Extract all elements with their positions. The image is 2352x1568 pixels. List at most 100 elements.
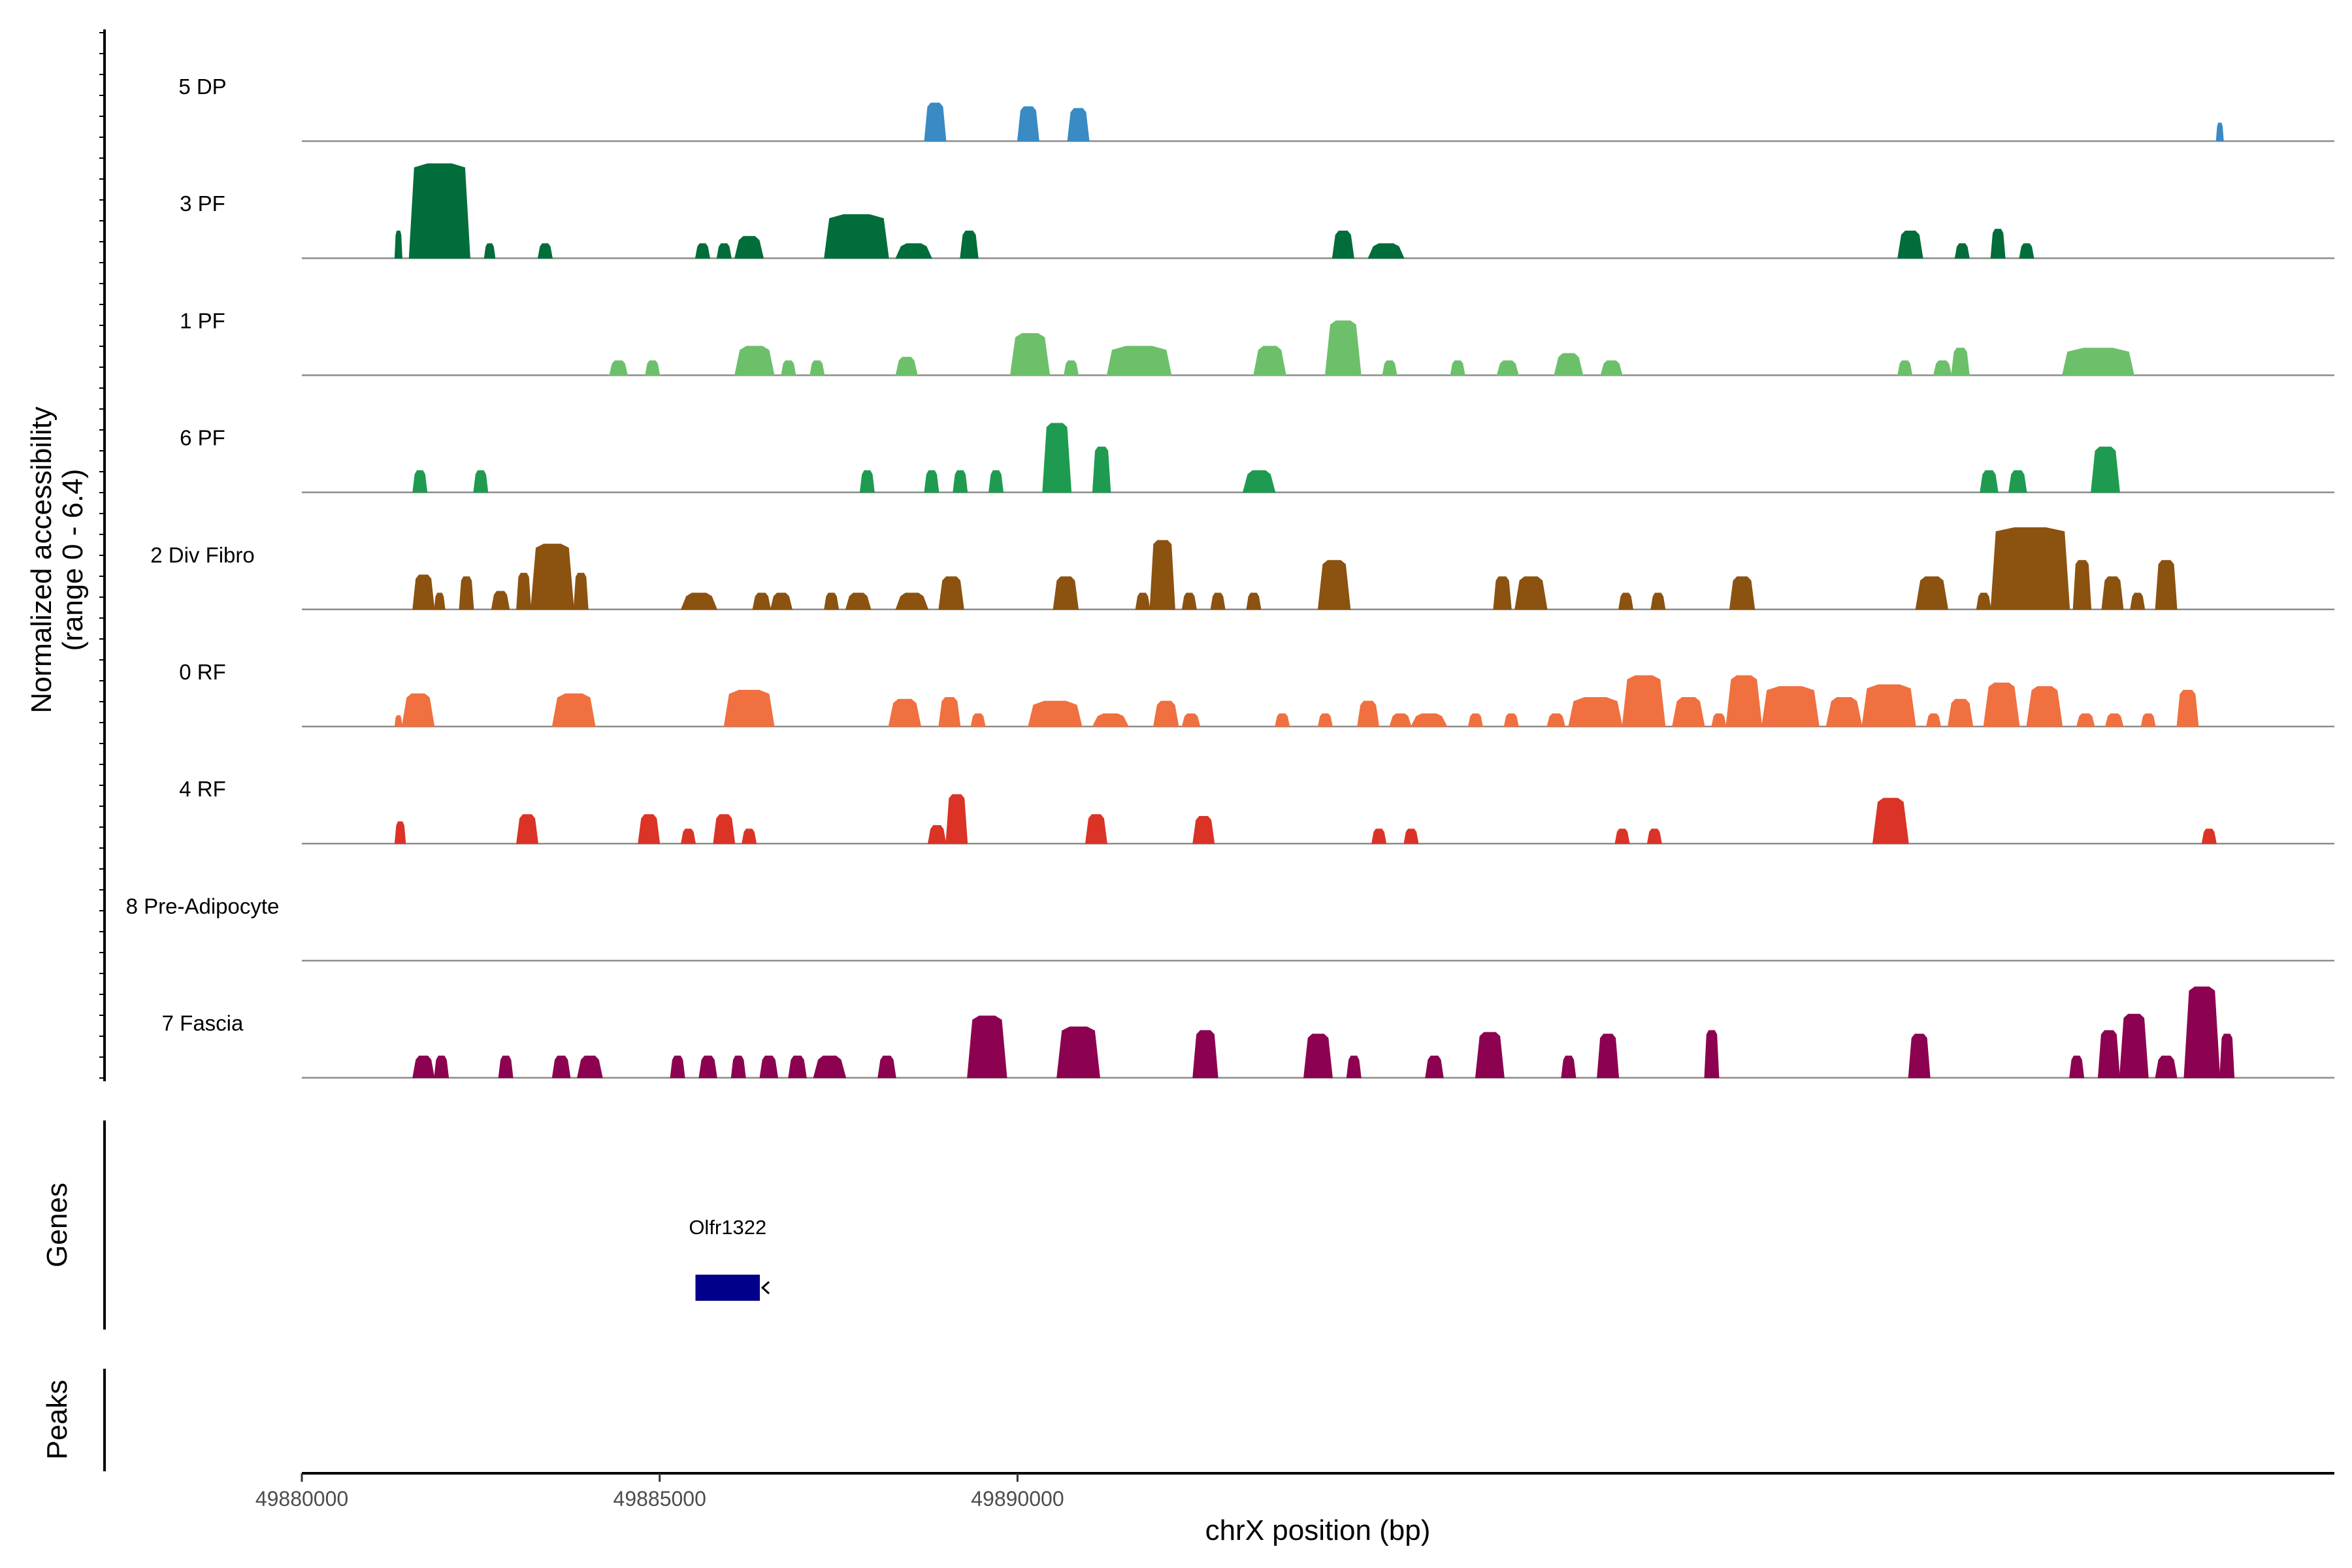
coverage-peak bbox=[1357, 700, 1380, 727]
track-label: 1 PF bbox=[180, 308, 225, 333]
coverage-peak bbox=[813, 1055, 847, 1079]
coverage-peak bbox=[670, 1055, 685, 1079]
coverage-peak bbox=[2101, 576, 2124, 610]
coverage-peak bbox=[1568, 697, 1623, 727]
coverage-peak bbox=[2019, 243, 2034, 259]
coverage-peak bbox=[1503, 713, 1519, 727]
coverage-peak bbox=[759, 1055, 779, 1079]
coverage-peak bbox=[938, 697, 961, 727]
track: 4 RF bbox=[179, 777, 2334, 845]
coverage-peak bbox=[1622, 675, 1666, 727]
coverage-peak bbox=[491, 591, 510, 610]
coverage-peak bbox=[2130, 593, 2146, 610]
track: 1 PF bbox=[180, 308, 2334, 376]
coverage-peak bbox=[1092, 446, 1111, 493]
coverage-peak bbox=[1561, 1055, 1576, 1079]
coverage-peak bbox=[1346, 1055, 1362, 1079]
strand-arrow-icon bbox=[760, 1281, 770, 1295]
coverage-peak bbox=[1053, 576, 1079, 610]
coverage-peak bbox=[1761, 686, 1820, 727]
coverage-peak bbox=[1951, 348, 1970, 376]
coverage-peak bbox=[645, 360, 661, 376]
track-label: 5 DP bbox=[178, 74, 226, 99]
coverage-peak bbox=[1450, 360, 1465, 376]
coverage-peak bbox=[1181, 593, 1197, 610]
coverage-peak bbox=[698, 1055, 717, 1079]
coverage-peak bbox=[2008, 470, 2027, 493]
coverage-peak bbox=[1600, 360, 1623, 376]
coverage-peak bbox=[1192, 816, 1215, 844]
coverage-peak bbox=[1976, 593, 1991, 610]
coverage-peak bbox=[1067, 108, 1090, 142]
coverage-peak bbox=[694, 243, 711, 259]
coverage-peak bbox=[408, 163, 470, 259]
coverage-peak bbox=[730, 1055, 746, 1079]
coverage-peak bbox=[573, 572, 589, 610]
coverage-peak bbox=[609, 360, 629, 376]
coverage-peak bbox=[1915, 576, 1949, 610]
coverage-peak bbox=[809, 360, 825, 376]
coverage-peak bbox=[401, 693, 435, 727]
coverage-peak bbox=[537, 243, 553, 259]
coverage-peak bbox=[1425, 1055, 1444, 1079]
coverage-peak bbox=[1331, 231, 1354, 259]
coverage-peak bbox=[1063, 360, 1079, 376]
coverage-peak bbox=[2119, 1013, 2149, 1079]
track: 3 PF bbox=[180, 163, 2334, 259]
gene-body bbox=[695, 1275, 760, 1301]
peaks-panel-title: Peaks bbox=[41, 1380, 73, 1460]
y-axis-title-line1: Normalized accessibility bbox=[25, 406, 57, 713]
coverage-peak bbox=[895, 593, 929, 610]
coverage-peak bbox=[824, 214, 889, 259]
coverage-peak bbox=[1990, 229, 2006, 259]
coverage-peak bbox=[412, 1055, 435, 1079]
coverage-peak bbox=[551, 1055, 571, 1079]
coverage-peak bbox=[1475, 1032, 1505, 1079]
track: 2 Div Fibro bbox=[150, 527, 2334, 611]
coverage-peak bbox=[394, 821, 406, 844]
coverage-peak bbox=[1210, 593, 1226, 610]
y-axis-title-line2: (range 0 - 6.4) bbox=[57, 469, 89, 651]
coverage-peak bbox=[516, 572, 532, 610]
coverage-peak bbox=[2155, 560, 2178, 610]
coverage-peak bbox=[2072, 560, 2092, 610]
gene-annotations: Olfr1322 bbox=[689, 1216, 770, 1301]
coverage-peak bbox=[781, 360, 796, 376]
coverage-peak bbox=[1908, 1034, 1931, 1079]
coverage-peak bbox=[2140, 713, 2156, 727]
coverage-peak bbox=[895, 357, 918, 376]
coverage-peak bbox=[1303, 1034, 1333, 1079]
coverage-peak bbox=[1554, 353, 1584, 376]
coverage-peak bbox=[412, 574, 435, 610]
coverage-peak bbox=[577, 1055, 603, 1079]
coverage-peak bbox=[1618, 593, 1634, 610]
coverage-peak bbox=[2183, 987, 2221, 1079]
coverage-peak bbox=[2155, 1055, 2178, 1079]
coverage-peak bbox=[2026, 686, 2063, 727]
coverage-peak bbox=[1546, 713, 1566, 727]
coverage-peak bbox=[1085, 814, 1107, 844]
coverage-peak bbox=[1872, 798, 1909, 844]
track-label: 4 RF bbox=[179, 777, 226, 801]
track-label: 3 PF bbox=[180, 191, 225, 216]
track-label: 6 PF bbox=[180, 426, 225, 450]
genes-panel-title: Genes bbox=[41, 1183, 73, 1267]
coverage-peak bbox=[638, 814, 661, 844]
coverage-peak bbox=[1614, 828, 1630, 844]
coverage-peak bbox=[473, 470, 489, 493]
coverage-peak bbox=[1181, 713, 1201, 727]
coverage-peak bbox=[1980, 470, 1999, 493]
coverage-peak bbox=[483, 243, 496, 259]
coverage-peak bbox=[895, 243, 932, 259]
coverage-peak bbox=[516, 814, 539, 844]
coverage-peak bbox=[1106, 346, 1172, 376]
coverage-peak bbox=[1493, 576, 1512, 610]
coverage-peak bbox=[2069, 1055, 2085, 1079]
coverage-peak bbox=[1725, 675, 1763, 727]
coverage-peak bbox=[1496, 360, 1519, 376]
coverage-peak bbox=[1925, 713, 1942, 727]
coverage-peak bbox=[988, 470, 1004, 493]
coverage-peak bbox=[1403, 828, 1419, 844]
coverage-peak bbox=[1009, 333, 1051, 376]
